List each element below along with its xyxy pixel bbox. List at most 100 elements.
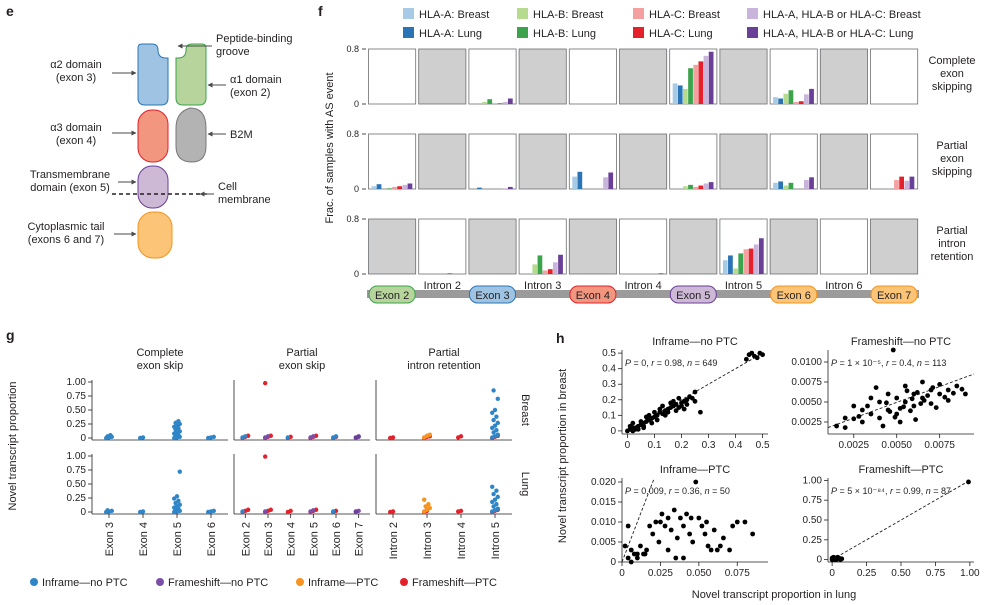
f-cell bbox=[568, 48, 617, 105]
f-bar-any_lung bbox=[507, 98, 513, 104]
h-xtick-label: 0 bbox=[619, 568, 625, 579]
f-exon-label: Exon 4 bbox=[576, 290, 610, 302]
f-bar-c_breast bbox=[743, 249, 749, 274]
h-point bbox=[689, 395, 695, 401]
legend-swatch-b_breast bbox=[517, 8, 528, 19]
cyto-label-2: (exons 6 and 7) bbox=[28, 234, 104, 246]
h-ytick-label: 0.4 bbox=[602, 364, 616, 375]
g-point-inframe_noptc bbox=[492, 423, 498, 428]
h-point bbox=[622, 543, 628, 549]
g-ytick-label: 0.50 bbox=[67, 405, 87, 416]
f-bar-c_lung bbox=[748, 248, 754, 274]
f-bar-any_breast bbox=[804, 94, 809, 104]
panel-label-f: f bbox=[318, 3, 323, 19]
f-bar-any_lung bbox=[809, 88, 814, 104]
f-bar-a_breast bbox=[672, 83, 678, 104]
h-xtick-label: 0.50 bbox=[891, 568, 911, 579]
h-point bbox=[649, 420, 655, 426]
f-cell bbox=[870, 48, 919, 105]
h-point bbox=[918, 401, 924, 406]
h-point bbox=[625, 555, 631, 561]
h-xtick-label: 1.00 bbox=[960, 568, 980, 579]
h-subplot-2: Inframe—PTC 0 0.025 0.050 0.075 0 0.005 0.010 0.… bbox=[591, 464, 768, 579]
f-cell bbox=[468, 133, 517, 190]
f-bar-any_breast bbox=[753, 244, 759, 274]
f-bar-b_lung bbox=[738, 253, 744, 274]
h-xtick-label: 0.050 bbox=[686, 568, 711, 579]
h-point bbox=[890, 347, 896, 353]
f-cell bbox=[468, 48, 517, 105]
g-ytick-label: 0.75 bbox=[67, 465, 87, 476]
f-cell bbox=[669, 133, 718, 190]
h-point bbox=[842, 415, 848, 421]
legend-label-b_lung: HLA-B: Lung bbox=[533, 28, 596, 40]
f-bar-a_lung bbox=[778, 181, 783, 189]
f-cell bbox=[368, 218, 417, 275]
g-xtick-label: Exon 5 bbox=[172, 522, 184, 556]
h-point bbox=[693, 479, 699, 485]
f-bar-any_lung bbox=[407, 183, 413, 189]
g-legend: Inframe—no PTC Frameshift—no PTC Inframe—P… bbox=[30, 577, 497, 589]
f-legend: HLA-A: Breast HLA-B: Breast HLA-C: Breast H… bbox=[403, 8, 921, 40]
f-bar-any_breast bbox=[703, 55, 709, 104]
h-point bbox=[676, 395, 682, 401]
h-xtick-label: 0.25 bbox=[857, 568, 877, 579]
g-col-title: Partial bbox=[286, 347, 317, 359]
h-point bbox=[681, 523, 686, 529]
h-point bbox=[652, 409, 657, 415]
h-ytick-label: 0.005 bbox=[591, 537, 616, 548]
h-point bbox=[647, 523, 653, 529]
legend-label-c_lung: HLA-C: Lung bbox=[649, 28, 713, 40]
g-point-frameshift_ptc bbox=[268, 507, 273, 512]
alpha3-label-2: (exon 4) bbox=[56, 135, 96, 147]
g-point-any_lung bbox=[356, 434, 361, 439]
h-xtick-label: 0.0025 bbox=[838, 440, 869, 451]
h-point bbox=[653, 519, 659, 525]
h-point bbox=[911, 403, 917, 409]
f-ytick-label: 0.8 bbox=[346, 214, 359, 224]
f-cell bbox=[769, 218, 818, 275]
f-gene-track: Exon 2 Intron 2 Exon 3 Intron 3 Exon 4 Intron… bbox=[367, 280, 919, 304]
h-point bbox=[674, 535, 680, 541]
h-point bbox=[963, 391, 968, 397]
f-row-label: exon bbox=[940, 153, 964, 165]
f-bar-c_breast bbox=[392, 186, 397, 189]
h-point bbox=[662, 412, 668, 418]
h-ytick-label: 0.0025 bbox=[791, 417, 822, 428]
f-exon-8 bbox=[770, 285, 818, 304]
f-cell bbox=[418, 218, 467, 275]
g-xtick-label: Intron 4 bbox=[456, 522, 468, 559]
h-point bbox=[868, 411, 874, 417]
h-ytick-label: 0.5 bbox=[602, 348, 616, 359]
legend-swatch-a_breast bbox=[403, 8, 414, 19]
f-bar-a_breast bbox=[722, 260, 728, 274]
panel-e: e Peptide-binding groove α2 domain (exon… bbox=[6, 3, 292, 259]
h-ytick-label: 0 bbox=[610, 557, 616, 568]
f-bar-a_lung bbox=[577, 171, 583, 189]
legend-swatch-a_lung bbox=[403, 27, 414, 38]
transmembrane-shape bbox=[137, 165, 169, 209]
f-bar-c_breast bbox=[542, 270, 548, 274]
g-xtick-label: Exon 4 bbox=[286, 522, 298, 556]
f-cell bbox=[619, 218, 668, 275]
f-bar-b_lung bbox=[386, 188, 392, 189]
f-row-label: Partial bbox=[936, 225, 967, 237]
h-point bbox=[698, 409, 703, 415]
h-point bbox=[928, 401, 934, 406]
g-point-inframe_noptc bbox=[491, 417, 496, 423]
f-exon-0 bbox=[368, 285, 416, 304]
g-point-inframe_noptc bbox=[492, 407, 498, 413]
f-exon-2 bbox=[469, 285, 516, 304]
g-xtick-label: Exon 2 bbox=[240, 522, 252, 556]
h-xtick-label: 0.1 bbox=[647, 440, 661, 451]
f-bar-b_lung bbox=[688, 184, 693, 189]
g-point-inframe_noptc bbox=[176, 498, 181, 503]
f-row-label: skipping bbox=[932, 81, 972, 93]
h-point bbox=[684, 402, 690, 407]
h-point bbox=[937, 391, 943, 397]
h-point bbox=[708, 547, 714, 553]
h-subplot-0: Inframe—no PTC 0 0.1 0.2 0.3 0.4 0.5 0 0.1 0.2 0.3… bbox=[602, 336, 770, 451]
f-bar-c_lung bbox=[397, 186, 402, 189]
g-point-frameshift_ptc bbox=[390, 435, 396, 440]
legend-swatch-b_lung bbox=[517, 27, 528, 38]
